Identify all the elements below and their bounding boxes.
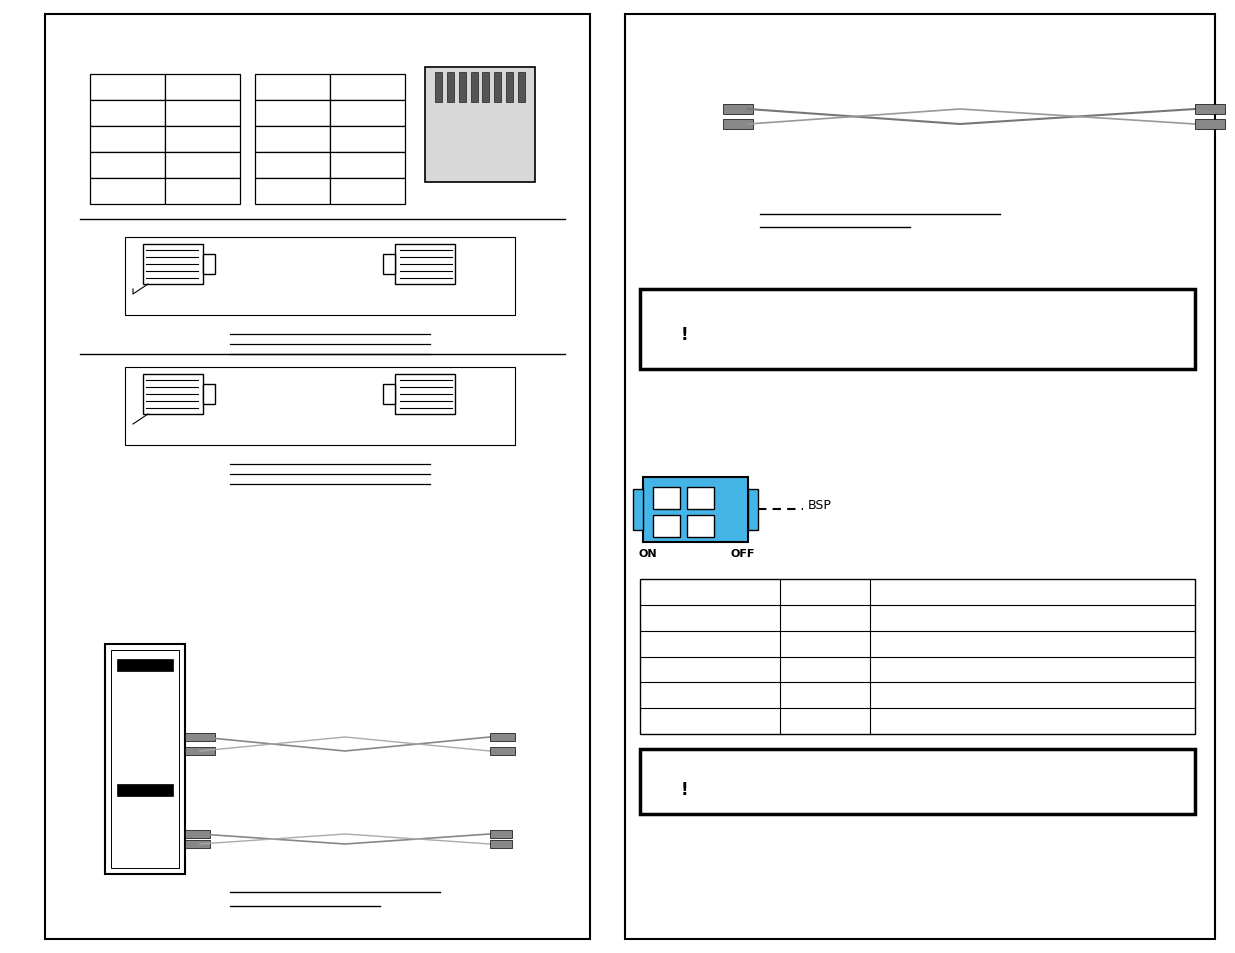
Bar — [165, 152, 240, 179]
Circle shape — [685, 108, 700, 122]
Bar — [90, 179, 165, 205]
Bar — [634, 490, 643, 531]
Bar — [435, 73, 442, 103]
Bar — [687, 516, 714, 537]
Bar — [90, 127, 165, 152]
Circle shape — [655, 157, 731, 233]
Bar — [330, 75, 405, 101]
Bar — [625, 15, 1215, 939]
Bar — [330, 101, 405, 127]
Bar — [490, 841, 513, 848]
Bar — [653, 488, 680, 510]
Text: !: ! — [680, 326, 688, 344]
Bar — [165, 127, 240, 152]
Bar — [165, 101, 240, 127]
Bar — [653, 516, 680, 537]
Bar — [165, 179, 240, 205]
Bar — [44, 15, 590, 939]
Text: ON: ON — [638, 548, 657, 558]
Bar — [125, 368, 515, 446]
Bar — [722, 120, 753, 130]
Bar — [458, 73, 466, 103]
Polygon shape — [659, 302, 708, 355]
Bar — [748, 490, 758, 531]
Circle shape — [110, 709, 180, 780]
Bar — [471, 73, 478, 103]
Bar — [203, 385, 215, 405]
Bar — [395, 375, 454, 415]
Circle shape — [137, 737, 153, 752]
Bar — [215, 260, 395, 270]
Bar — [254, 127, 330, 152]
Text: !: ! — [680, 781, 688, 799]
Text: BSP: BSP — [808, 499, 832, 512]
Bar — [490, 747, 515, 755]
Bar — [395, 245, 454, 285]
Bar — [185, 733, 215, 741]
Circle shape — [110, 804, 180, 874]
Bar — [185, 747, 215, 755]
Bar — [105, 644, 185, 874]
Bar — [1195, 105, 1225, 115]
Bar — [125, 237, 515, 315]
Bar — [143, 245, 203, 285]
Circle shape — [677, 179, 709, 211]
Bar — [254, 101, 330, 127]
Bar — [330, 179, 405, 205]
Bar — [254, 179, 330, 205]
Bar — [90, 101, 165, 127]
Circle shape — [676, 97, 711, 132]
Bar — [383, 385, 395, 405]
Circle shape — [679, 101, 706, 129]
Bar — [506, 73, 514, 103]
Polygon shape — [437, 118, 522, 143]
Bar — [1195, 120, 1225, 130]
Bar — [490, 830, 513, 838]
Bar — [90, 152, 165, 179]
Bar — [447, 73, 453, 103]
Circle shape — [651, 73, 735, 157]
Circle shape — [137, 831, 153, 847]
Polygon shape — [659, 760, 708, 807]
Bar — [254, 152, 330, 179]
Bar — [490, 733, 515, 741]
Bar — [330, 152, 405, 179]
Bar — [117, 659, 173, 671]
Bar — [111, 650, 179, 868]
Bar — [687, 488, 714, 510]
Bar — [425, 68, 535, 183]
Circle shape — [663, 165, 722, 225]
Bar — [203, 254, 215, 274]
Bar — [254, 75, 330, 101]
Bar — [165, 75, 240, 101]
Bar — [185, 830, 210, 838]
Bar — [640, 290, 1195, 370]
Circle shape — [680, 183, 705, 207]
Bar — [330, 127, 405, 152]
Bar — [90, 75, 165, 101]
Bar — [143, 375, 203, 415]
Circle shape — [659, 81, 727, 149]
Bar — [494, 73, 501, 103]
Bar — [215, 390, 395, 399]
Bar — [483, 73, 489, 103]
Bar — [643, 477, 748, 542]
Bar — [640, 579, 1195, 734]
Bar — [185, 841, 210, 848]
Bar — [117, 784, 173, 796]
Bar — [383, 254, 395, 274]
Bar — [640, 749, 1195, 814]
Text: OFF: OFF — [731, 548, 755, 558]
Bar — [517, 73, 525, 103]
Circle shape — [687, 189, 699, 201]
Bar — [722, 105, 753, 115]
